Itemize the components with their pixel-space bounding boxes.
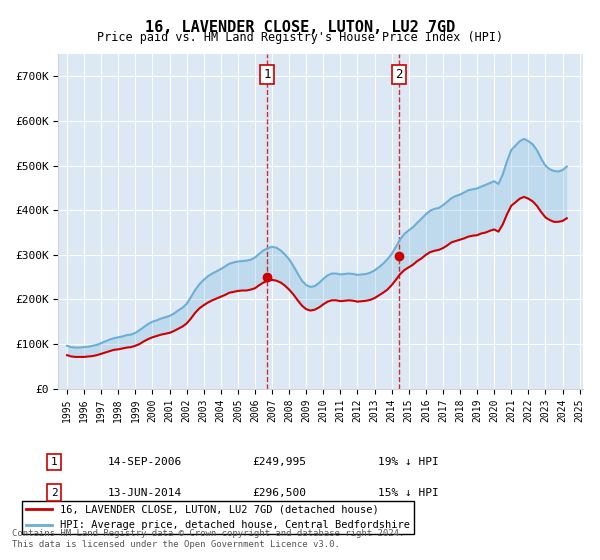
Text: 2: 2 xyxy=(395,68,403,81)
Text: 14-SEP-2006: 14-SEP-2006 xyxy=(108,457,182,467)
Text: 15% ↓ HPI: 15% ↓ HPI xyxy=(378,488,439,498)
Text: £296,500: £296,500 xyxy=(252,488,306,498)
Text: 19% ↓ HPI: 19% ↓ HPI xyxy=(378,457,439,467)
Legend: 16, LAVENDER CLOSE, LUTON, LU2 7GD (detached house), HPI: Average price, detache: 16, LAVENDER CLOSE, LUTON, LU2 7GD (deta… xyxy=(22,501,415,534)
Text: Price paid vs. HM Land Registry's House Price Index (HPI): Price paid vs. HM Land Registry's House … xyxy=(97,31,503,44)
Text: 13-JUN-2014: 13-JUN-2014 xyxy=(108,488,182,498)
Text: 2: 2 xyxy=(50,488,58,498)
Text: Contains HM Land Registry data © Crown copyright and database right 2024.
This d: Contains HM Land Registry data © Crown c… xyxy=(12,529,404,549)
Text: £249,995: £249,995 xyxy=(252,457,306,467)
Text: 1: 1 xyxy=(263,68,271,81)
Text: 16, LAVENDER CLOSE, LUTON, LU2 7GD: 16, LAVENDER CLOSE, LUTON, LU2 7GD xyxy=(145,20,455,35)
Text: 1: 1 xyxy=(50,457,58,467)
